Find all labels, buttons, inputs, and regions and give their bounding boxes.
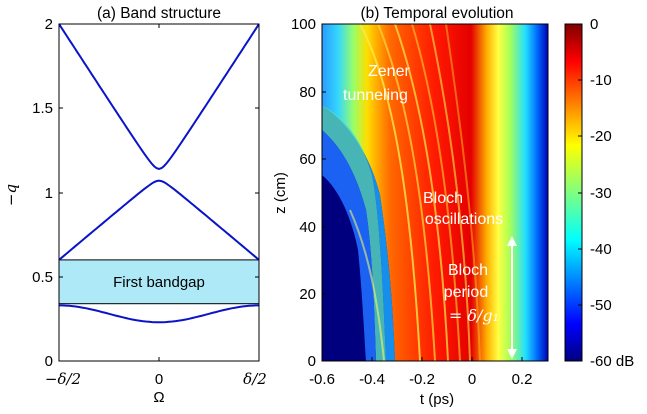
bloch-osc-label-line1: Bloch bbox=[423, 190, 463, 207]
zener-label-line1: Zener bbox=[368, 63, 410, 80]
colorbar-tick: -60 dB bbox=[590, 353, 634, 370]
ytick-label: 1 bbox=[45, 185, 53, 202]
ytick-label: 0.5 bbox=[32, 269, 53, 286]
panel-a-xlabel: Ω bbox=[153, 389, 164, 406]
panel-b-yticks: 0 20 40 60 80 100 bbox=[291, 16, 316, 370]
xtick-label: 0.2 bbox=[512, 371, 533, 388]
xtick-label: -0.4 bbox=[359, 371, 385, 388]
panel-b-xticks: -0.6 -0.4 -0.2 0 0.2 bbox=[309, 371, 532, 388]
ytick-label: 0 bbox=[308, 353, 316, 370]
bloch-period-line1: Bloch bbox=[448, 262, 488, 279]
band-structure-panel: (a) Band structure First bandgap 0 0.5 1… bbox=[2, 5, 267, 406]
ytick-label: 40 bbox=[299, 219, 316, 236]
bloch-osc-label-line2: oscillations bbox=[425, 211, 503, 228]
panel-a-ylabel: −q bbox=[2, 184, 20, 206]
colorbar-tick: -30 bbox=[590, 185, 612, 202]
ytick-label: 20 bbox=[299, 286, 316, 303]
panel-b-ylabel: z (cm) bbox=[272, 172, 289, 214]
ytick-label: 60 bbox=[299, 151, 316, 168]
panel-b-title: (b) Temporal evolution bbox=[360, 5, 513, 22]
colorbar-tick: 0 bbox=[590, 16, 598, 33]
colorbar-tick: -50 bbox=[590, 297, 612, 314]
zener-label-line2: tunneling bbox=[343, 87, 408, 104]
ytick-label: 0 bbox=[45, 353, 53, 370]
xtick-label: −δ/2 bbox=[45, 370, 81, 388]
bloch-period-line2: period bbox=[444, 284, 488, 301]
band-2-curve bbox=[59, 181, 259, 260]
band-3-curve bbox=[59, 24, 259, 169]
ytick-label: 100 bbox=[291, 16, 316, 33]
panel-a-title: (a) Band structure bbox=[97, 5, 221, 22]
bandgap-label: First bandgap bbox=[113, 274, 205, 291]
panel-a-tick-marks bbox=[59, 24, 259, 361]
ytick-label: 2 bbox=[45, 16, 53, 33]
panel-a-yticks: 0 0.5 1 1.5 2 bbox=[32, 16, 53, 370]
panel-a-frame bbox=[59, 24, 259, 361]
ytick-label: 1.5 bbox=[32, 100, 53, 117]
bloch-period-line3: = δ/g₁ bbox=[449, 306, 499, 325]
colorbar-tick: -10 bbox=[590, 72, 612, 89]
colorbar: 0 -10 -20 -30 -40 -50 -60 dB bbox=[565, 16, 634, 370]
panel-a-xticks: −δ/2 0 δ/2 bbox=[45, 370, 267, 388]
xtick-label: -0.6 bbox=[309, 371, 335, 388]
panel-b-xlabel: t (ps) bbox=[420, 391, 454, 408]
temporal-evolution-panel: (b) Temporal evolution Zener tunneling B… bbox=[272, 5, 548, 408]
ytick-label: 80 bbox=[299, 84, 316, 101]
xtick-label: δ/2 bbox=[243, 370, 267, 388]
xtick-label: 0 bbox=[155, 371, 163, 388]
xtick-label: 0 bbox=[468, 371, 476, 388]
xtick-label: -0.2 bbox=[409, 371, 435, 388]
band-1-curve bbox=[59, 305, 259, 322]
colorbar-tick: -40 bbox=[590, 241, 612, 258]
colorbar-tick: -20 bbox=[590, 128, 612, 145]
